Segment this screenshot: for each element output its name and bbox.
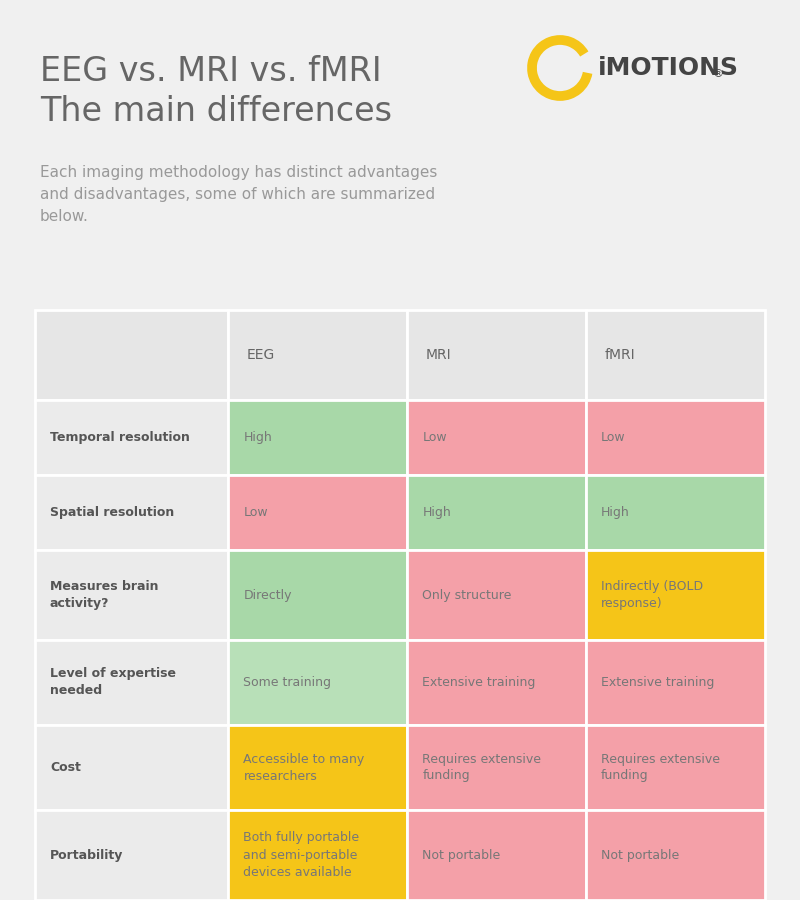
Text: EEG vs. MRI vs. fMRI: EEG vs. MRI vs. fMRI: [40, 55, 382, 88]
Bar: [229, 640, 407, 725]
Text: Directly: Directly: [243, 589, 292, 601]
Text: Spatial resolution: Spatial resolution: [50, 506, 174, 519]
Bar: [229, 475, 407, 550]
Text: High: High: [243, 431, 272, 444]
Bar: [586, 810, 765, 900]
Text: fMRI: fMRI: [604, 348, 634, 362]
Bar: [35, 475, 229, 550]
Text: Low: Low: [601, 431, 626, 444]
Text: The main differences: The main differences: [40, 95, 392, 128]
Bar: [586, 725, 765, 810]
Bar: [586, 640, 765, 725]
Text: Indirectly (BOLD
response): Indirectly (BOLD response): [601, 580, 703, 610]
Bar: [586, 550, 765, 640]
Text: Not portable: Not portable: [601, 849, 679, 861]
Text: Only structure: Only structure: [422, 589, 512, 601]
Bar: [229, 400, 407, 475]
Bar: [586, 475, 765, 550]
Bar: [35, 550, 229, 640]
Bar: [407, 550, 586, 640]
Text: MRI: MRI: [426, 348, 451, 362]
Bar: [229, 810, 407, 900]
Text: Cost: Cost: [50, 761, 81, 774]
Bar: [35, 810, 229, 900]
Bar: [407, 400, 586, 475]
Text: ®: ®: [713, 69, 724, 79]
Text: Extensive training: Extensive training: [422, 676, 536, 689]
Bar: [35, 640, 229, 725]
Bar: [407, 725, 586, 810]
Bar: [35, 725, 229, 810]
Bar: [407, 810, 586, 900]
Bar: [35, 310, 229, 400]
Bar: [229, 550, 407, 640]
Text: EEG: EEG: [246, 348, 274, 362]
Bar: [35, 400, 229, 475]
Bar: [407, 475, 586, 550]
Text: Not portable: Not portable: [422, 849, 501, 861]
Text: Measures brain
activity?: Measures brain activity?: [50, 580, 158, 610]
Bar: [586, 400, 765, 475]
Bar: [407, 310, 586, 400]
Text: Low: Low: [243, 506, 268, 519]
Text: Each imaging methodology has distinct advantages
and disadvantages, some of whic: Each imaging methodology has distinct ad…: [40, 165, 438, 224]
Text: Accessible to many
researchers: Accessible to many researchers: [243, 752, 365, 782]
Bar: [407, 640, 586, 725]
Bar: [229, 310, 407, 400]
Text: Level of expertise
needed: Level of expertise needed: [50, 668, 176, 698]
Bar: [229, 725, 407, 810]
Text: High: High: [601, 506, 630, 519]
Text: iMOTIONS: iMOTIONS: [598, 56, 739, 80]
Text: Some training: Some training: [243, 676, 331, 689]
Text: Temporal resolution: Temporal resolution: [50, 431, 190, 444]
Text: Requires extensive
funding: Requires extensive funding: [422, 752, 542, 782]
Text: Requires extensive
funding: Requires extensive funding: [601, 752, 720, 782]
Text: Both fully portable
and semi-portable
devices available: Both fully portable and semi-portable de…: [243, 832, 359, 878]
Text: Extensive training: Extensive training: [601, 676, 714, 689]
Text: Portability: Portability: [50, 849, 123, 861]
Text: High: High: [422, 506, 451, 519]
Text: Low: Low: [422, 431, 447, 444]
Bar: [586, 310, 765, 400]
